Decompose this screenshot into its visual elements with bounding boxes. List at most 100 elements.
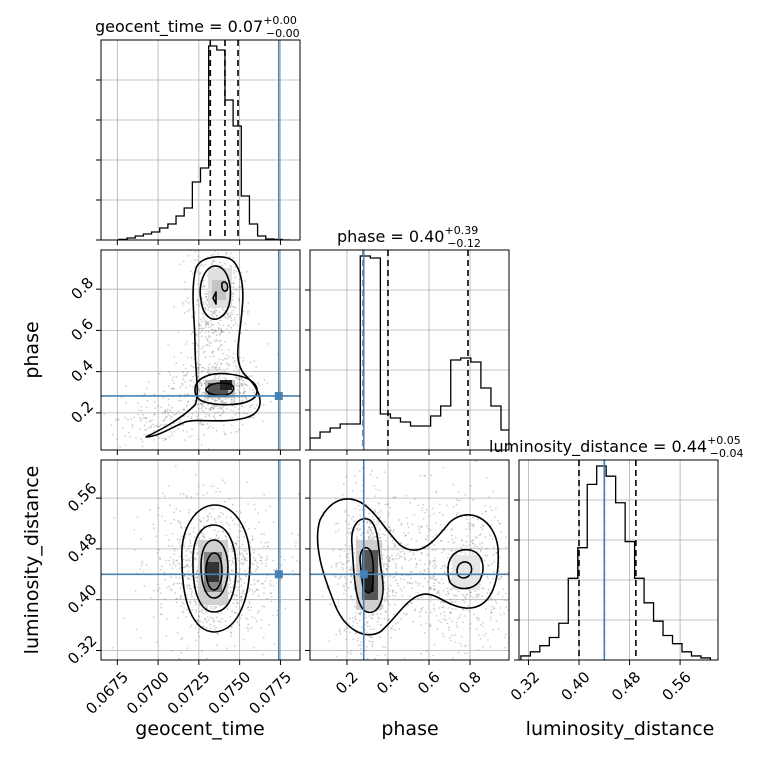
scatter-point-b — [244, 396, 247, 399]
scatter-point-e — [465, 528, 467, 531]
scatter-point-e — [412, 552, 414, 554]
scatter-point-b — [179, 386, 182, 389]
scatter-point-b — [186, 393, 189, 396]
scatter-point-d — [272, 559, 274, 562]
scatter-point-e — [351, 527, 353, 529]
scatter-point-b — [238, 391, 240, 393]
scatter-point-b — [144, 417, 147, 420]
scatter-point-e — [435, 615, 438, 617]
scatter-point-e — [471, 552, 474, 555]
contour-e-0 — [316, 498, 500, 636]
scatter-point-d — [189, 585, 192, 588]
scatter-point-d — [250, 584, 253, 586]
scatter-point-d — [179, 555, 181, 558]
scatter-point-e — [366, 631, 368, 634]
scatter-point-b — [226, 328, 229, 331]
scatter-point-e — [416, 591, 419, 594]
scatter-point-e — [440, 601, 442, 603]
scatter-point-e — [429, 575, 432, 578]
scatter-point-b — [235, 372, 238, 374]
scatter-point-b — [167, 385, 170, 388]
scatter-point-e — [383, 471, 386, 474]
scatter-point-e — [360, 682, 362, 684]
scatter-point-e — [340, 566, 343, 569]
scatter-point-e — [476, 616, 478, 619]
scatter-point-d — [233, 594, 235, 596]
scatter-point-b — [202, 392, 205, 394]
scatter-point-e — [340, 575, 343, 578]
scatter-point-e — [447, 592, 450, 595]
scatter-point-b — [257, 383, 260, 385]
scatter-point-b — [218, 375, 221, 378]
scatter-point-e — [422, 518, 425, 520]
scatter-point-b — [214, 375, 216, 378]
scatter-point-b — [242, 391, 245, 394]
title-luminosity-distance: luminosity_distance = 0.44+0.05 −0.04 — [489, 434, 744, 460]
scatter-point-d — [257, 512, 259, 515]
scatter-point-b — [205, 323, 207, 326]
scatter-point-d — [205, 492, 208, 495]
scatter-point-d — [246, 618, 249, 621]
scatter-point-e — [408, 582, 411, 584]
scatter-point-d — [211, 617, 214, 620]
scatter-point-e — [505, 536, 507, 538]
scatter-point-b — [212, 407, 215, 410]
scatter-point-e — [490, 599, 493, 601]
scatter-point-b — [162, 390, 165, 393]
scatter-point-d — [179, 563, 181, 566]
scatter-point-b — [202, 405, 205, 407]
scatter-point-d — [276, 609, 279, 612]
scatter-point-d — [193, 527, 196, 529]
scatter-point-e — [512, 549, 514, 551]
scatter-point-b — [252, 417, 255, 419]
scatter-point-e — [444, 614, 446, 617]
scatter-point-e — [513, 615, 515, 617]
scatter-point-d — [241, 592, 243, 595]
scatter-point-e — [387, 587, 390, 590]
scatter-point-d — [168, 585, 171, 588]
scatter-point-b — [216, 340, 219, 343]
scatter-point-e — [350, 566, 352, 568]
scatter-point-e — [476, 617, 479, 620]
scatter-point-d — [185, 565, 187, 568]
scatter-point-d — [234, 542, 237, 545]
title-phase-sub: −0.12 — [447, 237, 481, 250]
scatter-point-d — [165, 635, 168, 638]
scatter-point-d — [186, 563, 189, 566]
scatter-point-b — [173, 355, 176, 358]
scatter-point-d — [244, 557, 247, 560]
scatter-point-e — [481, 512, 483, 515]
scatter-point-d — [265, 565, 267, 567]
scatter-point-e — [446, 556, 449, 559]
scatter-point-b — [234, 365, 237, 368]
scatter-point-e — [464, 552, 467, 555]
scatter-point-e — [383, 576, 385, 578]
scatter-point-b — [167, 412, 170, 415]
scatter-point-e — [355, 612, 357, 614]
scatter-point-e — [390, 637, 392, 639]
scatter-point-e — [366, 625, 369, 628]
scatter-point-d — [243, 557, 246, 560]
scatter-point-b — [190, 270, 193, 273]
scatter-point-e — [378, 536, 381, 539]
scatter-point-e — [396, 582, 399, 585]
scatter-point-b — [217, 397, 220, 400]
scatter-point-e — [378, 511, 380, 514]
scatter-point-b — [233, 282, 235, 285]
scatter-point-b — [153, 393, 156, 396]
scatter-point-b — [190, 379, 193, 382]
scatter-point-e — [451, 607, 454, 610]
scatter-point-e — [376, 476, 378, 479]
scatter-point-d — [179, 510, 182, 512]
scatter-point-e — [387, 555, 389, 557]
scatter-point-e — [411, 582, 414, 585]
scatter-point-b — [219, 369, 222, 372]
scatter-point-b — [144, 417, 147, 419]
scatter-point-b — [226, 357, 229, 360]
scatter-point-b — [195, 410, 198, 413]
scatter-point-e — [361, 532, 363, 535]
scatter-point-e — [378, 502, 381, 505]
scatter-point-d — [225, 535, 228, 538]
scatter-point-d — [283, 559, 286, 561]
scatter-point-b — [243, 387, 245, 390]
